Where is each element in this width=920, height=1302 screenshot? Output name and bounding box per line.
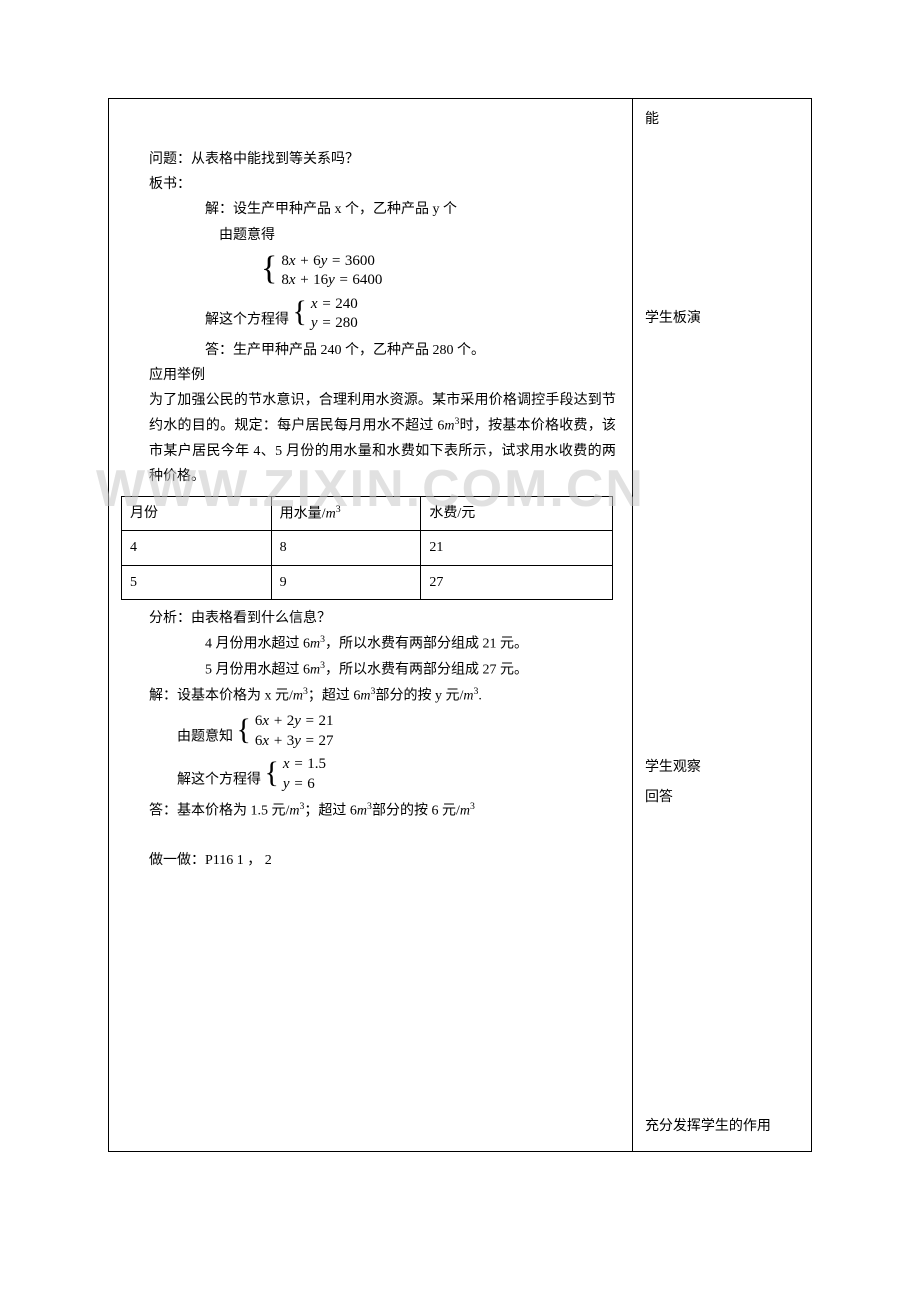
analysis-label: 分析：由表格看到什么信息？: [121, 606, 620, 631]
page: WWW.ZIXIN.COM.CN 问题：从表格中能找到等关系吗？ 板书： 解：设…: [0, 0, 920, 1302]
notes-cell: 能 学生板演 学生观察 回答 充分发挥学生的作用: [632, 99, 811, 1152]
solve-label: 解这个方程得: [205, 312, 289, 327]
equation-system-1: { 8x + 6y = 3600 8x + 16y = 6400: [121, 252, 620, 291]
board-label: 板书：: [121, 172, 620, 197]
table-row: 5 9 27: [122, 565, 613, 599]
note-full-play: 充分发挥学生的作用: [645, 1114, 799, 1139]
table-row: 4 8 21: [122, 531, 613, 565]
table-row: WWW.ZIXIN.COM.CN 问题：从表格中能找到等关系吗？ 板书： 解：设…: [109, 99, 812, 1152]
answer-2: 答：基本价格为 1.5 元/m3；超过 6m3部分的按 6 元/m3: [121, 798, 620, 824]
info-april: 4 月份用水超过 6m3，所以水费有两部分组成 21 元。: [121, 631, 620, 657]
header-usage: 用水量/m3: [271, 496, 421, 531]
note-neng: 能: [645, 107, 799, 132]
content-cell: WWW.ZIXIN.COM.CN 问题：从表格中能找到等关系吗？ 板书： 解：设…: [109, 99, 633, 1152]
cell: 5: [122, 565, 272, 599]
left-brace-icon: {: [265, 758, 279, 788]
cell: 27: [421, 565, 613, 599]
outer-table: WWW.ZIXIN.COM.CN 问题：从表格中能找到等关系吗？ 板书： 解：设…: [108, 98, 812, 1152]
answer-1: 答：生产甲种产品 240 个，乙种产品 280 个。: [121, 338, 620, 363]
solution-2-setup: 解：设基本价格为 x 元/m3；超过 6m3部分的按 y 元/m3.: [121, 683, 620, 709]
water-fee-table: 月份 用水量/m3 水费/元 4 8 21 5 9 27: [121, 496, 613, 600]
cell: 8: [271, 531, 421, 565]
solve-line-1: 解这个方程得 { x = 240 y = 280: [121, 295, 620, 334]
cell: 4: [122, 531, 272, 565]
table-row: 月份 用水量/m3 水费/元: [122, 496, 613, 531]
info-may: 5 月份用水超过 6m3，所以水费有两部分组成 27 元。: [121, 657, 620, 683]
left-brace-icon: {: [293, 297, 307, 327]
cell: 9: [271, 565, 421, 599]
header-fee: 水费/元: [421, 496, 613, 531]
do-exercise: 做一做：P116 1 ， 2: [121, 848, 620, 873]
left-brace-icon: {: [237, 715, 251, 745]
left-brace-icon: {: [261, 252, 277, 286]
note-answer: 回答: [645, 785, 799, 810]
solve-line-2: 解这个方程得 { x = 1.5 y = 6: [121, 755, 620, 794]
equation-system-2: 由题意知 { 6x + 2y = 21 6x + 3y = 27: [121, 712, 620, 751]
problem-paragraph: 为了加强公民的节水意识，合理利用水资源。某市采用价格调控手段达到节约水的目的。规…: [121, 388, 620, 489]
header-month: 月份: [122, 496, 272, 531]
solution-setup: 解：设生产甲种产品 x 个，乙种产品 y 个: [121, 197, 620, 222]
question-line: 问题：从表格中能找到等关系吗？: [121, 147, 620, 172]
from-meaning: 由题意得: [121, 223, 620, 248]
application-heading: 应用举例: [121, 363, 620, 388]
note-observe: 学生观察: [645, 755, 799, 780]
cell: 21: [421, 531, 613, 565]
note-board-demo: 学生板演: [645, 306, 799, 331]
